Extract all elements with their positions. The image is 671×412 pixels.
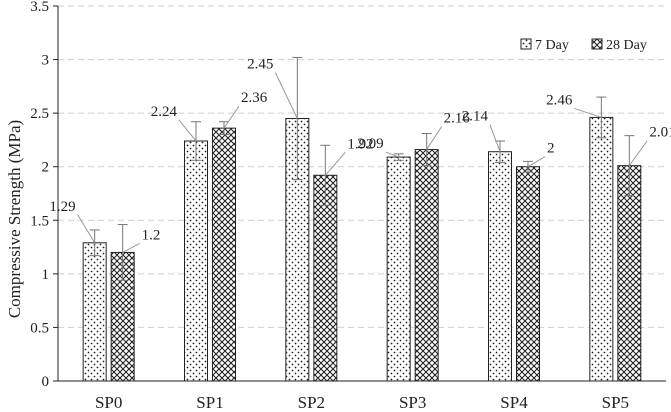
label-leader-SP2-s1: [324, 151, 346, 176]
y-tick-label: 2: [42, 160, 50, 176]
bar-SP5-s1: [617, 165, 642, 382]
bars: [82, 116, 642, 382]
data-label-SP5-s1: 2.01: [649, 125, 671, 141]
data-label-SP5-s0: 2.46: [546, 92, 573, 108]
bar-SP4-s1: [516, 166, 540, 382]
label-leader-SP3-s1: [426, 126, 443, 150]
bar-SP3-s0: [386, 156, 411, 382]
label-leader-SP1-s1: [223, 105, 240, 129]
data-label-SP2-s1: 1.92: [347, 136, 373, 152]
data-label-SP1-s0: 2.24: [151, 104, 178, 120]
data-label-SP3-s1: 2.16: [444, 111, 471, 127]
bar-SP1-s1: [212, 127, 236, 382]
x-tick-label: SP2: [298, 393, 325, 412]
bar-SP1-s0: [184, 140, 208, 382]
label-leader-SP2-s0: [274, 72, 298, 119]
label-leader-SP1-s0: [178, 119, 197, 142]
x-tick-label: SP3: [399, 393, 426, 412]
x-tick-label: SP0: [95, 393, 122, 412]
y-tick-label: 3: [42, 53, 50, 69]
legend-label-s0: 7 Day: [535, 38, 569, 53]
bar-SP3-s1: [414, 149, 439, 382]
legend-label-s1: 28 Day: [606, 38, 647, 53]
label-leader-SP0-s0: [77, 214, 96, 244]
data-label-SP0-s1: 1.2: [142, 227, 161, 243]
y-tick-label: 2.5: [30, 106, 49, 122]
legend-swatch-s0: [520, 38, 532, 50]
data-label-SP2-s0: 2.45: [247, 57, 273, 73]
y-tick-label: 0.5: [30, 320, 49, 336]
bar-SP5-s0: [589, 116, 614, 382]
label-leader-SP0-s1: [122, 242, 140, 253]
label-leader-SP4-s1: [527, 156, 546, 168]
data-label-SP1-s1: 2.36: [241, 90, 268, 106]
label-leader-SP3-s0: [385, 151, 399, 158]
data-label-SP4-s1: 2: [547, 141, 555, 157]
label-leader-SP4-s0: [489, 124, 501, 152]
data-labels: 1.29 1.2 2.24 2.36 2.45 1.922.09 2.162.14 2 2.46…: [49, 57, 671, 253]
gridlines: [58, 5, 666, 328]
x-tick-label: SP4: [500, 393, 528, 412]
x-tick-label: SP1: [196, 393, 223, 412]
y-tick-label: 3.5: [30, 0, 49, 15]
x-tick-label: SP5: [602, 393, 629, 412]
y-tick-label: 1.5: [30, 213, 49, 229]
label-leader-SP5-s1: [628, 140, 648, 166]
error-bars: [89, 56, 635, 281]
bar-SP4-s0: [488, 151, 512, 382]
data-label-SP4-s0: 2.14: [462, 109, 489, 125]
legend-swatch-s1: [591, 38, 603, 50]
label-leader-SP5-s0: [574, 107, 602, 118]
legend: 7 Day 28 Day: [520, 38, 647, 53]
data-label-SP3-s0: 2.09: [357, 136, 383, 152]
axes: 0 0.5 1 1.5 2 2.5 3 3.5 SP0 SP1 SP2 SP3 SP4 SP5: [30, 0, 666, 412]
y-axis-title: Compressive Strength (MPa): [5, 120, 24, 318]
data-label-SP0-s0: 1.29: [49, 199, 75, 215]
y-tick-label: 0: [42, 374, 50, 390]
bar-SP2-s1: [313, 174, 338, 382]
bar-SP0-s0: [82, 242, 107, 382]
y-tick-label: 1: [42, 267, 50, 283]
